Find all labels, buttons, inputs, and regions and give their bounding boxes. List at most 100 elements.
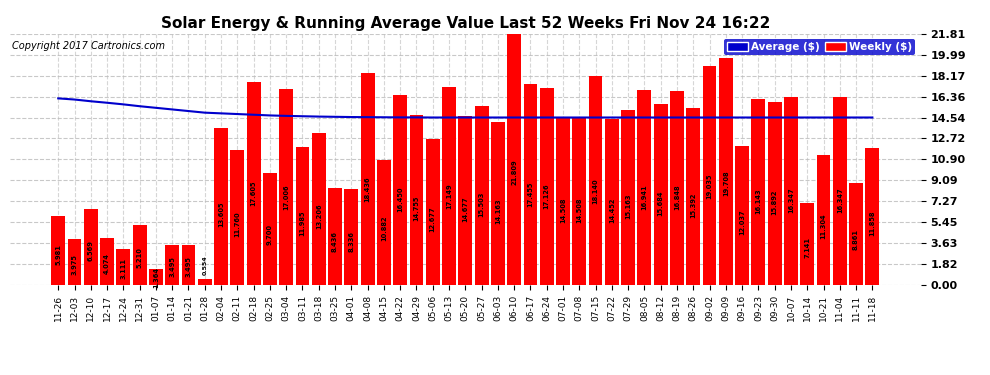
- Bar: [638, 90, 651, 285]
- Text: 11.760: 11.760: [235, 211, 241, 237]
- Text: 16.347: 16.347: [788, 188, 794, 213]
- Bar: [312, 133, 326, 285]
- Bar: [653, 104, 667, 285]
- Bar: [360, 73, 374, 285]
- Text: 14.755: 14.755: [414, 196, 420, 221]
- Bar: [214, 128, 228, 285]
- Text: 6.569: 6.569: [88, 240, 94, 261]
- Bar: [670, 91, 684, 285]
- Text: 17.006: 17.006: [283, 184, 289, 210]
- Bar: [817, 155, 831, 285]
- Text: 8.861: 8.861: [853, 229, 859, 250]
- Bar: [67, 239, 81, 285]
- Bar: [589, 76, 603, 285]
- Bar: [621, 110, 635, 285]
- Bar: [165, 245, 179, 285]
- Bar: [426, 139, 440, 285]
- Text: 15.163: 15.163: [625, 194, 632, 219]
- Bar: [133, 225, 147, 285]
- Bar: [572, 118, 586, 285]
- Bar: [263, 173, 277, 285]
- Text: 14.677: 14.677: [462, 196, 468, 222]
- Bar: [247, 82, 260, 285]
- Bar: [51, 216, 65, 285]
- Bar: [686, 108, 700, 285]
- Text: 17.605: 17.605: [250, 181, 256, 207]
- Text: 3.495: 3.495: [169, 256, 175, 278]
- Text: 10.882: 10.882: [381, 216, 387, 242]
- Bar: [279, 89, 293, 285]
- Text: 13.605: 13.605: [218, 202, 224, 227]
- Text: 4.074: 4.074: [104, 254, 110, 274]
- Text: 11.858: 11.858: [869, 211, 875, 236]
- Text: 3.111: 3.111: [121, 258, 127, 279]
- Legend: Average ($), Weekly ($): Average ($), Weekly ($): [725, 39, 916, 56]
- Bar: [751, 99, 765, 285]
- Bar: [345, 189, 358, 285]
- Text: 21.809: 21.809: [511, 159, 517, 185]
- Text: 17.149: 17.149: [446, 183, 452, 209]
- Text: 5.981: 5.981: [55, 244, 61, 264]
- Bar: [736, 146, 749, 285]
- Text: 17.455: 17.455: [528, 182, 534, 207]
- Text: 15.684: 15.684: [657, 191, 663, 216]
- Text: 16.143: 16.143: [755, 189, 761, 214]
- Text: 16.848: 16.848: [674, 185, 680, 210]
- Text: 16.941: 16.941: [642, 184, 647, 210]
- Bar: [524, 84, 538, 285]
- Bar: [149, 269, 162, 285]
- Text: 0.554: 0.554: [202, 255, 207, 275]
- Bar: [833, 97, 846, 285]
- Bar: [849, 183, 863, 285]
- Text: 14.508: 14.508: [576, 197, 582, 222]
- Bar: [474, 106, 488, 285]
- Text: 19.035: 19.035: [707, 174, 713, 199]
- Text: 11.304: 11.304: [821, 214, 827, 239]
- Text: 3.495: 3.495: [185, 256, 191, 278]
- Text: 14.452: 14.452: [609, 197, 615, 223]
- Text: 15.503: 15.503: [478, 192, 484, 217]
- Bar: [768, 102, 781, 285]
- Text: 18.140: 18.140: [593, 178, 599, 204]
- Bar: [181, 245, 195, 285]
- Text: 8.436: 8.436: [332, 231, 338, 252]
- Text: 11.985: 11.985: [299, 210, 306, 236]
- Text: 12.037: 12.037: [740, 210, 745, 236]
- Text: 3.975: 3.975: [71, 254, 77, 275]
- Bar: [410, 115, 424, 285]
- Bar: [865, 148, 879, 285]
- Bar: [100, 238, 114, 285]
- Bar: [231, 150, 245, 285]
- Text: 12.677: 12.677: [430, 207, 436, 232]
- Text: 15.892: 15.892: [771, 190, 778, 215]
- Text: 5.210: 5.210: [137, 248, 143, 268]
- Bar: [703, 66, 717, 285]
- Text: 14.163: 14.163: [495, 199, 501, 224]
- Bar: [491, 122, 505, 285]
- Text: 1.364: 1.364: [152, 267, 159, 288]
- Text: 18.436: 18.436: [364, 177, 370, 202]
- Text: 17.126: 17.126: [544, 183, 549, 209]
- Text: 7.141: 7.141: [804, 237, 810, 258]
- Bar: [377, 160, 391, 285]
- Bar: [84, 209, 98, 285]
- Bar: [393, 96, 407, 285]
- Text: 8.336: 8.336: [348, 231, 354, 252]
- Bar: [443, 87, 456, 285]
- Title: Solar Energy & Running Average Value Last 52 Weeks Fri Nov 24 16:22: Solar Energy & Running Average Value Las…: [160, 16, 770, 31]
- Text: Copyright 2017 Cartronics.com: Copyright 2017 Cartronics.com: [12, 41, 164, 51]
- Bar: [784, 97, 798, 285]
- Bar: [117, 249, 131, 285]
- Bar: [605, 118, 619, 285]
- Bar: [507, 34, 521, 285]
- Bar: [328, 188, 342, 285]
- Bar: [458, 116, 472, 285]
- Text: 14.508: 14.508: [560, 197, 566, 222]
- Text: 13.206: 13.206: [316, 204, 322, 230]
- Text: 16.450: 16.450: [397, 187, 403, 213]
- Bar: [800, 203, 814, 285]
- Text: 19.708: 19.708: [723, 170, 729, 196]
- Bar: [198, 279, 212, 285]
- Text: 16.347: 16.347: [837, 188, 842, 213]
- Bar: [540, 88, 553, 285]
